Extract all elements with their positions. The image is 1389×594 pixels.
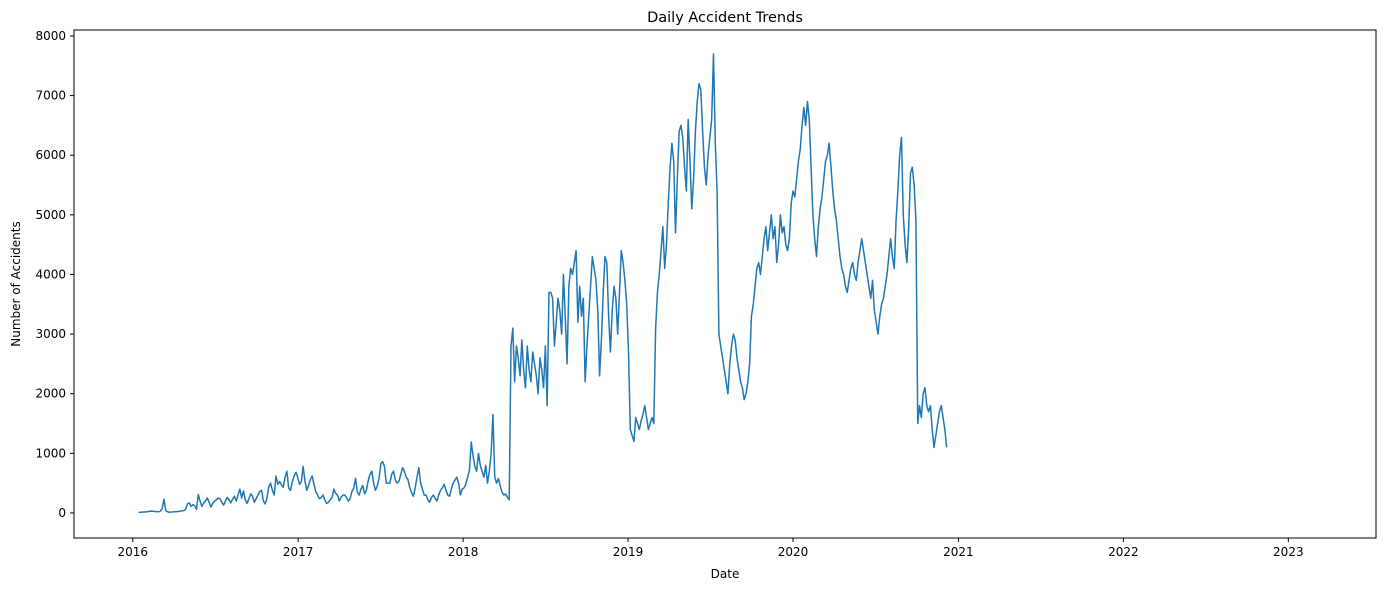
x-axis-label: Date — [711, 567, 740, 581]
x-tick-label: 2017 — [283, 545, 314, 559]
x-tick-label: 2018 — [448, 545, 479, 559]
y-axis-ticks: 0 1000 2000 3000 4000 5000 6000 7000 8000 — [35, 29, 74, 520]
x-tick-label: 2020 — [778, 545, 809, 559]
y-axis-label: Number of Accidents — [9, 221, 23, 347]
plot-area-frame — [73, 29, 1377, 539]
x-tick-label: 2022 — [1108, 545, 1139, 559]
y-tick-label: 1000 — [35, 446, 66, 460]
x-tick-label: 2019 — [613, 545, 644, 559]
y-tick-label: 2000 — [35, 387, 66, 401]
chart-title: Daily Accident Trends — [647, 10, 803, 26]
x-axis-ticks: 2016 2017 2018 2019 2020 2021 2022 2023 — [117, 538, 1304, 559]
x-tick-label: 2016 — [117, 545, 148, 559]
y-tick-label: 6000 — [35, 148, 66, 162]
x-tick-label: 2023 — [1273, 545, 1304, 559]
y-tick-label: 5000 — [35, 208, 66, 222]
y-tick-label: 3000 — [35, 327, 66, 341]
chart-marks — [138, 53, 948, 514]
y-tick-label: 4000 — [35, 267, 66, 281]
y-tick-label: 0 — [58, 506, 66, 520]
x-tick-label: 2021 — [943, 545, 974, 559]
series-line-0 — [138, 53, 948, 514]
y-tick-label: 7000 — [35, 89, 66, 103]
y-tick-label: 8000 — [35, 29, 66, 43]
